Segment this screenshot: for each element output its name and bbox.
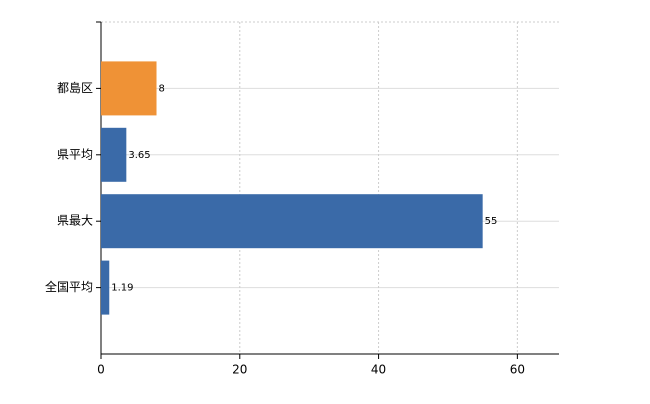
x-tick-label: 40 xyxy=(371,363,386,377)
bar xyxy=(101,260,110,315)
y-tick-label: 県最大 xyxy=(57,214,93,228)
y-tick-label: 全国平均 xyxy=(45,279,93,294)
value-label: 3.65 xyxy=(128,150,150,161)
x-tick-label: 0 xyxy=(97,363,105,377)
x-tick-label: 60 xyxy=(510,363,525,377)
bar xyxy=(101,61,157,116)
x-tick-label: 20 xyxy=(232,363,247,377)
value-label: 8 xyxy=(159,83,165,94)
bar xyxy=(101,194,483,249)
y-tick-label: 県平均 xyxy=(57,147,93,161)
y-tick-label: 都島区 xyxy=(57,80,93,95)
bar xyxy=(101,127,127,182)
value-label: 55 xyxy=(485,216,498,227)
value-label: 1.19 xyxy=(111,283,133,294)
